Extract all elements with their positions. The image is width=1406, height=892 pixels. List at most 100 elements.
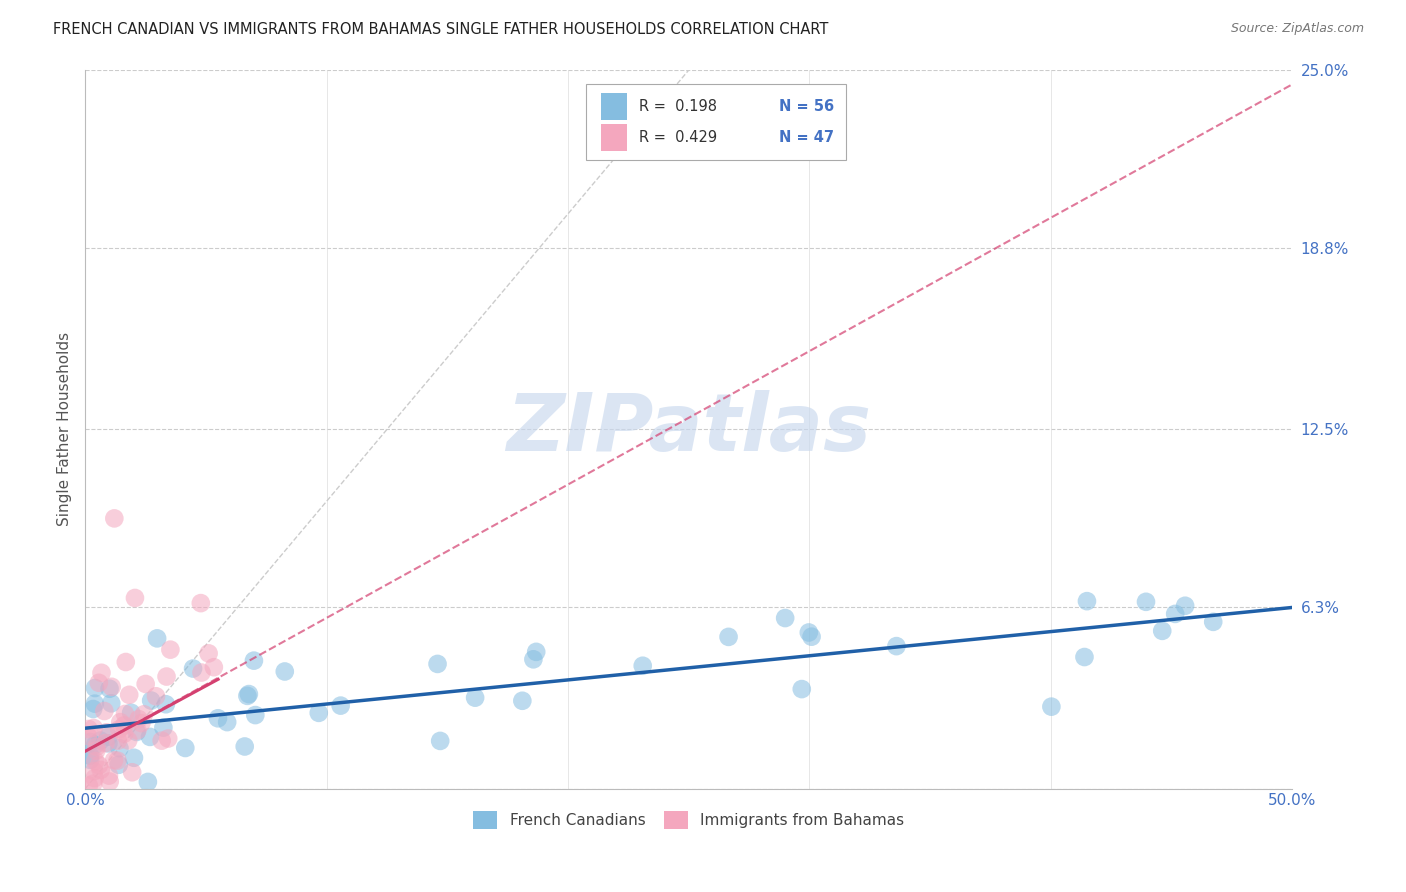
FancyBboxPatch shape — [600, 124, 627, 152]
Point — [1164, 607, 1187, 621]
Point — [202, 660, 225, 674]
Point — [426, 657, 449, 671]
Point — [114, 706, 136, 721]
Text: FRENCH CANADIAN VS IMMIGRANTS FROM BAHAMAS SINGLE FATHER HOUSEHOLDS CORRELATION : FRENCH CANADIAN VS IMMIGRANTS FROM BAHAM… — [53, 22, 828, 37]
Point — [274, 665, 297, 679]
Point — [717, 630, 740, 644]
Point — [107, 733, 129, 747]
Point — [159, 642, 181, 657]
Point — [127, 723, 149, 738]
Point — [136, 775, 159, 789]
Point — [120, 706, 142, 720]
Point — [197, 646, 219, 660]
Point — [207, 711, 229, 725]
Point — [190, 596, 212, 610]
Point — [1135, 595, 1157, 609]
Point — [76, 729, 98, 743]
Point — [125, 725, 148, 739]
Point — [157, 731, 180, 746]
Point — [82, 702, 104, 716]
Point — [77, 779, 100, 793]
Point — [96, 725, 118, 739]
Point — [132, 707, 155, 722]
Point — [97, 730, 120, 744]
Point — [79, 753, 101, 767]
Point — [124, 591, 146, 605]
Point — [245, 708, 267, 723]
Point — [107, 757, 129, 772]
Point — [98, 681, 121, 696]
Point — [131, 716, 153, 731]
Point — [83, 721, 105, 735]
Point — [1076, 594, 1098, 608]
Point — [1152, 624, 1174, 638]
Point — [98, 774, 121, 789]
Point — [110, 715, 132, 730]
Text: N = 56: N = 56 — [779, 99, 834, 114]
Point — [90, 763, 112, 777]
Point — [512, 694, 534, 708]
Point — [236, 689, 259, 703]
FancyBboxPatch shape — [586, 85, 845, 160]
Point — [77, 722, 100, 736]
Point — [108, 722, 131, 736]
Point — [522, 652, 544, 666]
Point — [233, 739, 256, 754]
Point — [174, 741, 197, 756]
Point — [97, 769, 120, 783]
Point — [429, 734, 451, 748]
Text: N = 47: N = 47 — [779, 130, 834, 145]
Point — [94, 736, 117, 750]
Point — [86, 739, 108, 754]
Point — [122, 751, 145, 765]
Point — [83, 697, 105, 711]
Point — [100, 696, 122, 710]
Point — [79, 748, 101, 763]
Point — [217, 715, 239, 730]
Text: R =  0.429: R = 0.429 — [640, 130, 717, 145]
Point — [107, 754, 129, 768]
Point — [141, 693, 163, 707]
Point — [1040, 699, 1063, 714]
Point — [181, 661, 204, 675]
Point — [128, 712, 150, 726]
Point — [79, 735, 101, 749]
Point — [790, 682, 813, 697]
Point — [103, 511, 125, 525]
Point — [139, 730, 162, 744]
Point — [150, 733, 173, 747]
Point — [112, 727, 135, 741]
Point — [464, 690, 486, 705]
Point — [524, 645, 547, 659]
Point — [243, 654, 266, 668]
Point — [800, 630, 823, 644]
Text: R =  0.198: R = 0.198 — [640, 99, 717, 114]
Point — [103, 753, 125, 767]
Text: Source: ZipAtlas.com: Source: ZipAtlas.com — [1230, 22, 1364, 36]
Point — [97, 736, 120, 750]
Point — [121, 765, 143, 780]
Point — [112, 718, 135, 732]
Point — [190, 665, 212, 680]
Text: ZIPatlas: ZIPatlas — [506, 391, 872, 468]
Point — [886, 639, 908, 653]
Legend: French Canadians, Immigrants from Bahamas: French Canadians, Immigrants from Bahama… — [467, 805, 911, 835]
Point — [773, 611, 796, 625]
Point — [84, 738, 107, 752]
Point — [87, 758, 110, 772]
Point — [155, 669, 177, 683]
Point — [1174, 599, 1197, 613]
Point — [84, 743, 107, 757]
Point — [135, 677, 157, 691]
Point — [90, 665, 112, 680]
Point — [82, 777, 104, 791]
Point — [1073, 650, 1095, 665]
Y-axis label: Single Father Households: Single Father Households — [58, 332, 72, 526]
Point — [1202, 615, 1225, 629]
Point — [93, 704, 115, 718]
Point — [83, 764, 105, 779]
Point — [238, 687, 260, 701]
Point — [89, 733, 111, 747]
Point — [152, 721, 174, 735]
Point — [84, 681, 107, 695]
